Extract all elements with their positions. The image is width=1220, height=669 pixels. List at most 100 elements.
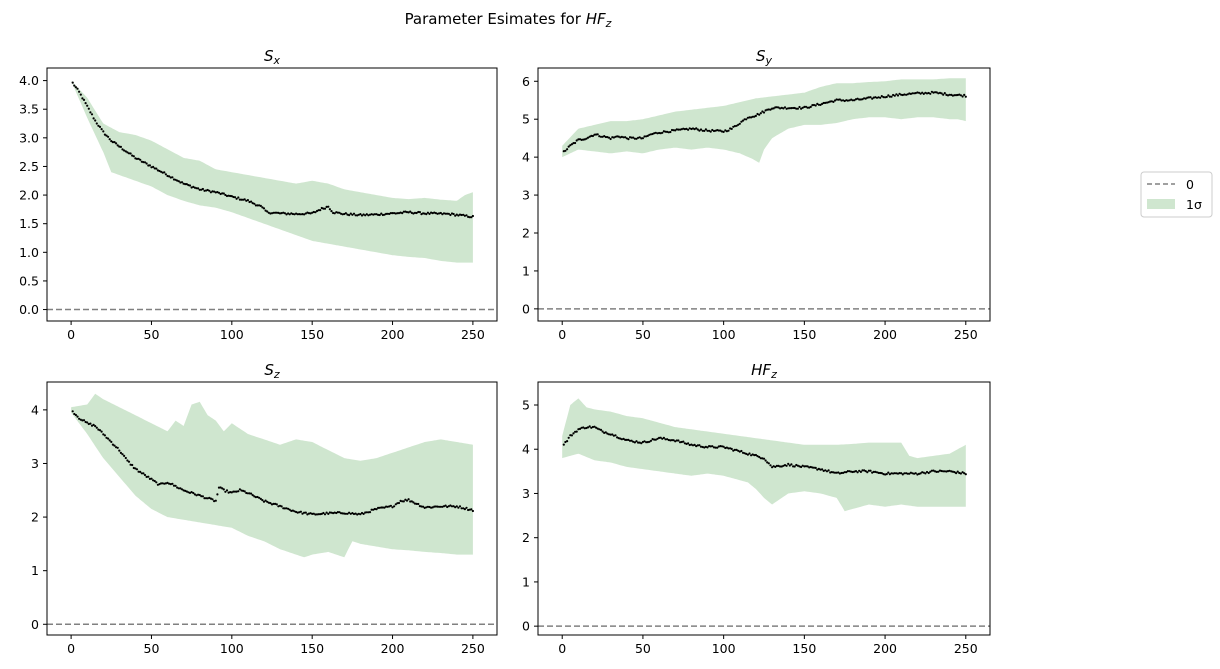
- data-point: [890, 95, 893, 98]
- data-point: [110, 440, 113, 443]
- data-point: [285, 213, 288, 216]
- data-point: [746, 453, 750, 456]
- data-point: [317, 209, 320, 212]
- data-point: [748, 452, 751, 455]
- data-point: [92, 423, 95, 426]
- data-point: [953, 471, 956, 474]
- data-point: [893, 472, 896, 475]
- data-point: [299, 213, 302, 216]
- axes-frame: [537, 67, 991, 322]
- data-point: [777, 106, 780, 109]
- data-point: [385, 505, 388, 508]
- data-point: [840, 99, 843, 102]
- data-point: [153, 479, 156, 483]
- data-point: [330, 210, 333, 213]
- data-point: [97, 124, 100, 127]
- data-point: [462, 213, 465, 216]
- data-point: [888, 95, 892, 98]
- data-point: [959, 472, 963, 475]
- data-point: [698, 129, 701, 132]
- y-tick-label: 1: [31, 563, 39, 578]
- data-point: [89, 422, 92, 425]
- data-point: [457, 214, 460, 217]
- x-tick-label: 50: [144, 641, 160, 656]
- data-point: [224, 490, 227, 493]
- data-point: [811, 466, 814, 469]
- data-point: [942, 93, 945, 96]
- data-point: [630, 136, 633, 139]
- data-point: [90, 113, 94, 116]
- data-point: [147, 164, 150, 167]
- data-point: [709, 445, 712, 448]
- data-point: [821, 102, 824, 105]
- data-point: [866, 471, 869, 474]
- data-point: [578, 427, 582, 430]
- data-point: [137, 470, 140, 473]
- x-tick-label: 50: [635, 327, 651, 342]
- data-point: [762, 111, 766, 114]
- data-point: [365, 511, 368, 514]
- data-point: [312, 210, 315, 214]
- data-point: [413, 211, 417, 214]
- data-point: [139, 158, 142, 161]
- data-point: [772, 107, 775, 110]
- data-point: [803, 105, 806, 108]
- data-point: [804, 465, 808, 468]
- data-point: [172, 484, 176, 487]
- data-point: [854, 470, 858, 473]
- data-point: [340, 512, 343, 515]
- data-point: [126, 151, 129, 154]
- data-point: [937, 470, 940, 473]
- data-point: [566, 148, 569, 151]
- data-point: [806, 465, 809, 468]
- data-point: [78, 90, 81, 93]
- legend-band-swatch: [1147, 199, 1175, 209]
- data-point: [769, 108, 772, 111]
- data-point: [682, 440, 685, 443]
- data-point: [198, 188, 201, 191]
- data-point: [238, 198, 241, 201]
- data-point: [73, 412, 76, 416]
- x-tick-label: 250: [461, 641, 485, 656]
- legend: 0 1σ: [1140, 171, 1213, 218]
- x-tick-label: 100: [712, 327, 736, 342]
- data-point: [428, 212, 431, 215]
- data-point: [389, 212, 392, 215]
- y-tick-label: 4: [31, 402, 39, 417]
- data-point: [672, 129, 675, 132]
- data-point: [930, 469, 934, 472]
- data-point: [593, 133, 596, 136]
- data-point: [238, 488, 241, 491]
- data-point: [816, 102, 819, 105]
- data-point: [76, 415, 79, 418]
- legend-label-sigma: 1σ: [1186, 197, 1202, 212]
- data-point: [853, 99, 856, 102]
- data-point: [153, 167, 156, 170]
- data-point: [338, 511, 341, 514]
- data-point: [468, 216, 471, 219]
- data-point: [362, 512, 365, 516]
- data-point: [410, 500, 413, 503]
- data-point: [246, 199, 249, 202]
- data-point: [570, 143, 574, 146]
- data-point: [380, 506, 383, 509]
- data-point: [150, 477, 153, 480]
- y-tick-label: 0: [31, 617, 39, 632]
- data-point: [203, 497, 206, 500]
- data-point: [792, 465, 795, 468]
- data-point: [426, 211, 429, 214]
- data-point: [454, 506, 457, 509]
- data-point: [349, 212, 352, 215]
- data-point: [261, 499, 264, 502]
- data-point: [585, 137, 588, 140]
- data-point: [929, 92, 932, 95]
- data-point: [656, 437, 659, 440]
- data-point: [641, 137, 645, 140]
- data-point: [311, 512, 314, 516]
- data-point: [280, 212, 283, 215]
- data-point: [235, 197, 238, 200]
- data-point: [304, 511, 307, 514]
- data-point: [394, 503, 397, 506]
- data-point: [595, 426, 598, 429]
- data-point: [211, 190, 214, 193]
